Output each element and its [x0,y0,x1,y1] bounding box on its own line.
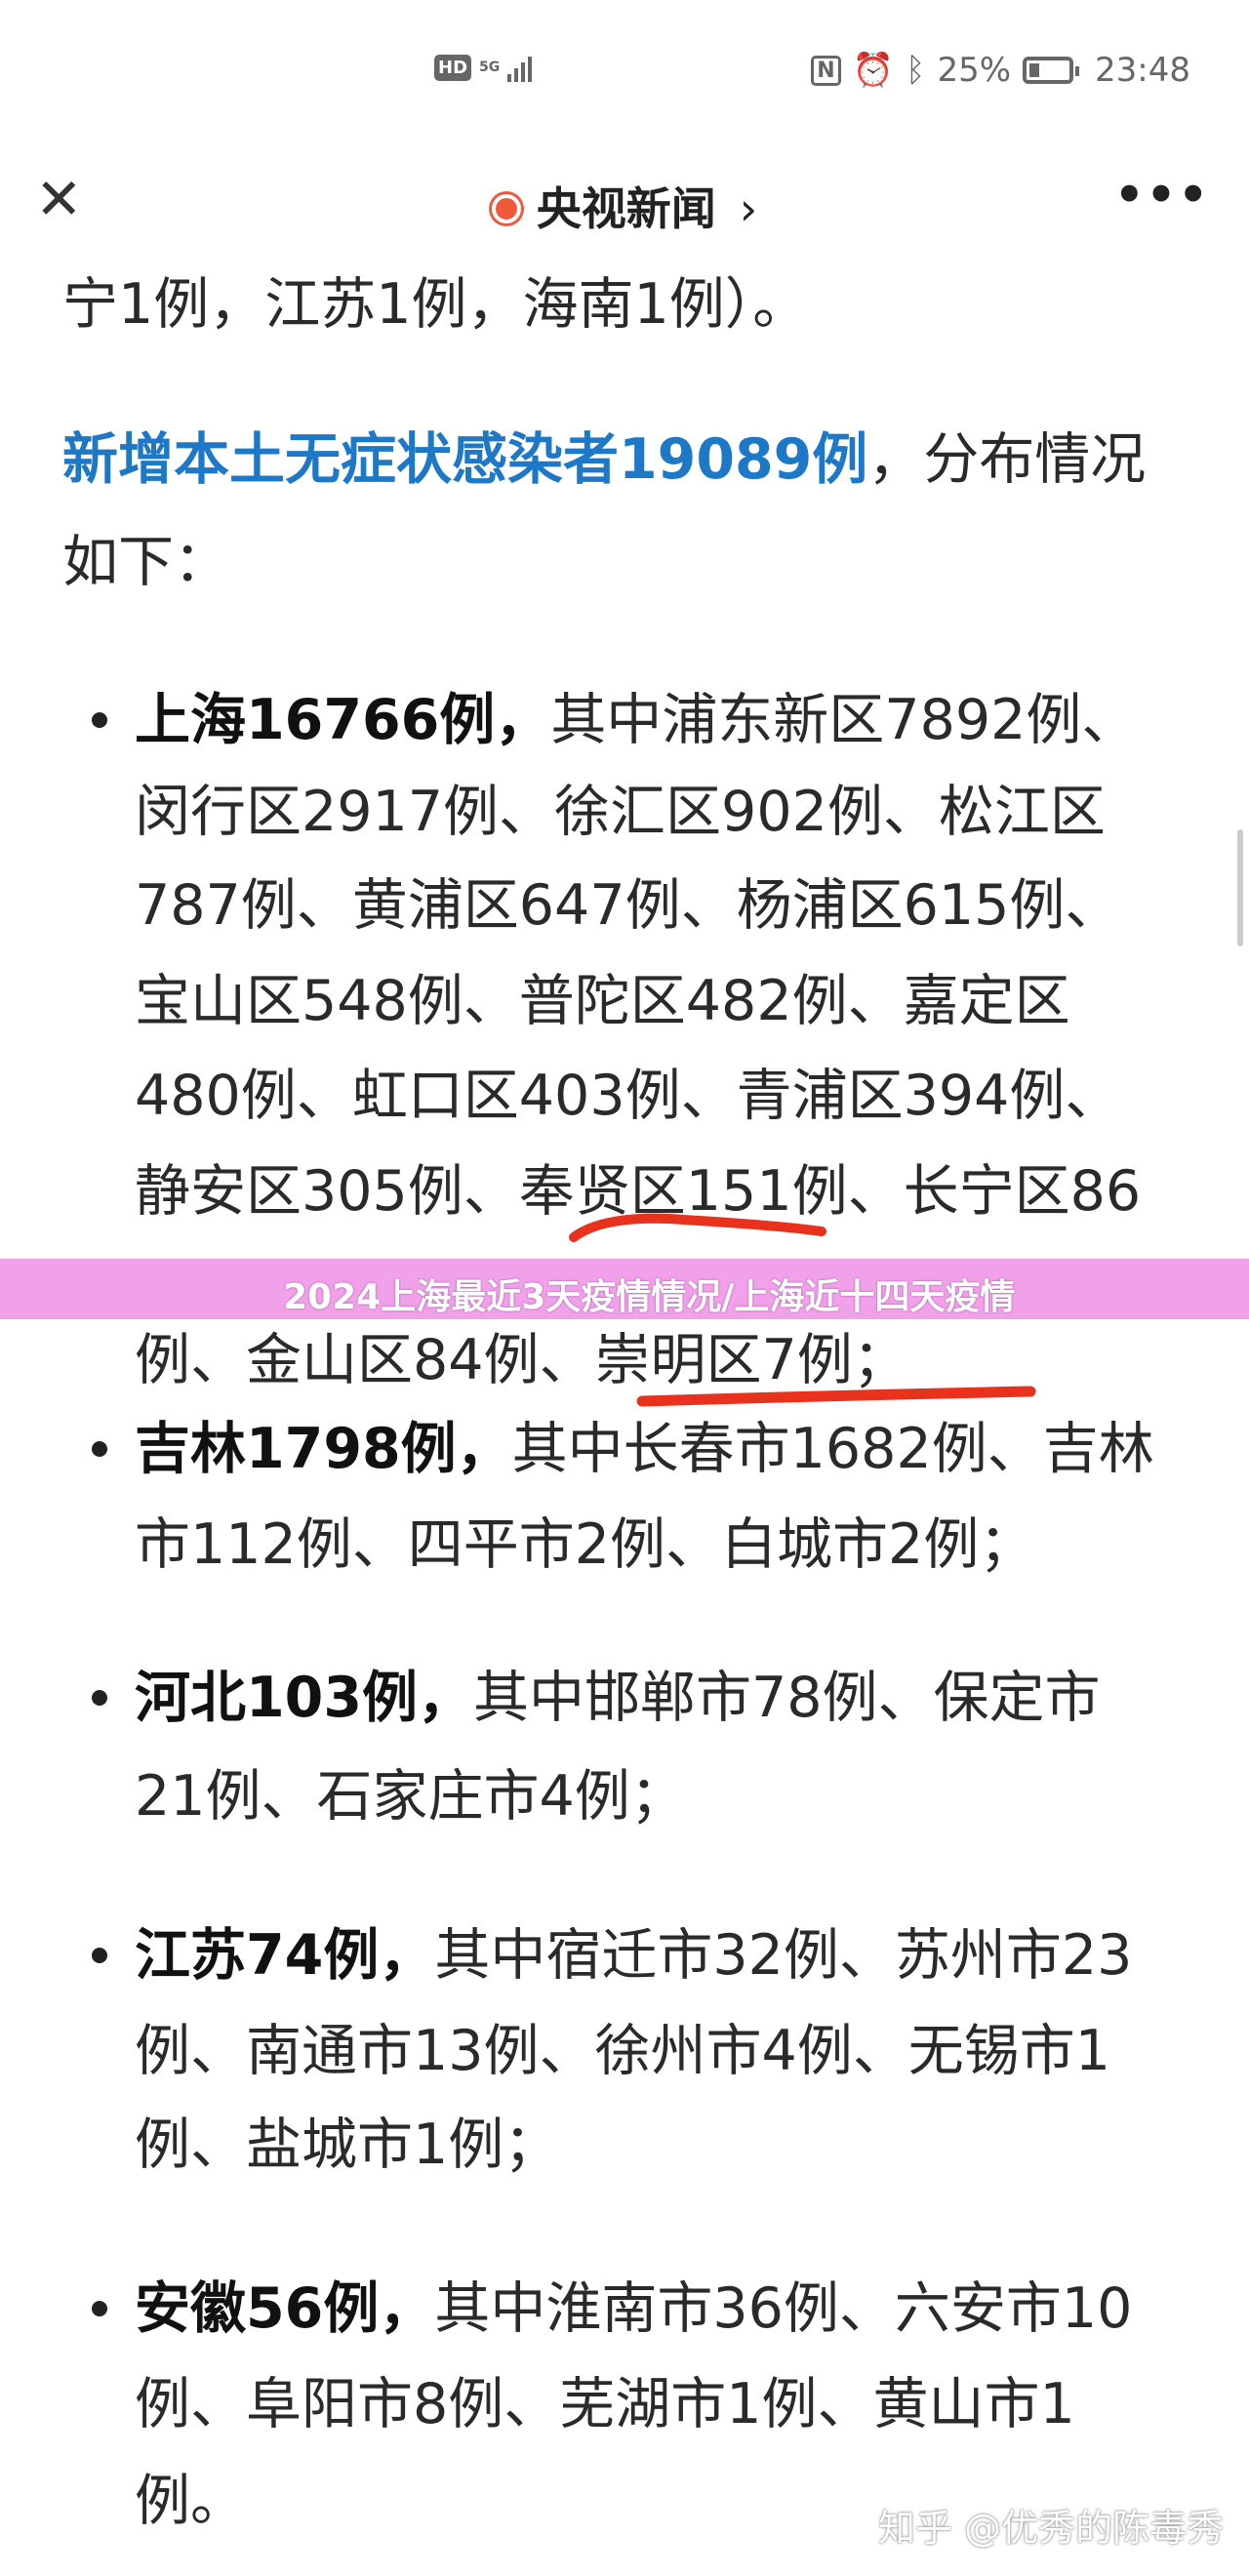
title-banner: 2024上海最近3天疫情情况/上海近十四天疫情 [0,1259,1249,1319]
red-underline-arc [569,1213,826,1242]
battery-percent: 25% [937,51,1012,90]
nav-header: ✕ 央视新闻 › ••• [0,146,1249,254]
list-line: 例、阜阳市8例、芜湖市1例、黄山市1 [135,2372,1075,2436]
battery-icon [1023,57,1080,84]
more-button[interactable]: ••• [1113,168,1210,222]
list-line: 例、南通市13例、徐州市4例、无锡市1 [135,2019,1111,2083]
list-line: 闵行区2917例、徐汇区902例、松江区 [135,780,1106,844]
account-name: 央视新闻 [536,182,716,235]
scrollbar[interactable] [1237,829,1243,946]
list-line: 787例、黄浦区647例、杨浦区615例、 [135,873,1121,938]
list-line: 例、盐城市1例； [135,2113,560,2177]
intro-tail: 宁1例，江苏1例，海南1例）。 [62,272,809,337]
list-line: 例。 [135,2469,246,2533]
alarm-icon: ⏰ [852,51,895,90]
list-line: 静安区305例、奉贤区151例、长宁区86 [135,1159,1142,1224]
watermark: 知乎 @优秀的陈毒秀 [878,2507,1225,2550]
list-item-hebei: 河北103例，其中邯郸市78例、保定市 [135,1666,1101,1730]
list-line: 21例、石家庄市4例； [135,1764,686,1829]
bluetooth-icon: ᛒ [906,51,926,90]
bullet-icon [92,1441,107,1457]
bullet-icon [92,712,107,728]
list-line: 市112例、四平市2例、白城市2例； [135,1512,1035,1577]
list-line: 480例、虹口区403例、青浦区394例、 [135,1064,1121,1128]
chevron-right-icon: › [739,182,758,235]
list-item-jiangsu: 江苏74例，其中宿迁市32例、苏州市23 [135,1923,1133,1988]
list-line: 例、金山区84例、崇明区7例； [135,1328,908,1392]
list-line: 宝山区548例、普陀区482例、嘉定区 [135,969,1070,1033]
bullet-icon [92,1690,107,1706]
network-type: 5G [479,60,501,75]
live-dot-icon [491,193,521,223]
red-underline-stroke [636,1386,1036,1407]
section-heading: 新增本土无症状感染者19089例，分布情况 [62,427,1147,492]
account-title[interactable]: 央视新闻 › [0,174,1249,238]
list-item-anhui: 安徽56例，其中淮南市36例、六安市10 [135,2276,1133,2341]
hd-icon: HD [434,54,472,81]
status-icons: N ⏰ ᛒ 25% 23:48 [811,51,1190,90]
list-item-shanghai: 上海16766例，其中浦东新区7892例、 [135,688,1138,752]
signal-group: HD 5G [434,53,533,82]
list-item-jilin: 吉林1798例，其中长春市1682例、吉林 [135,1417,1154,1481]
status-bar: HD 5G N ⏰ ᛒ 25% 23:48 [0,0,1249,146]
bullet-icon [92,2301,107,2316]
bullet-icon [92,1948,107,1963]
nfc-icon: N [811,55,841,86]
close-button[interactable]: ✕ [35,166,83,232]
heading-line2: 如下： [62,530,229,594]
heading-highlight: 新增本土无症状感染者19089例 [62,427,868,492]
clock: 23:48 [1095,51,1190,90]
banner-text: 2024上海最近3天疫情情况/上海近十四天疫情 [283,1277,1016,1317]
signal-icon [507,53,533,82]
